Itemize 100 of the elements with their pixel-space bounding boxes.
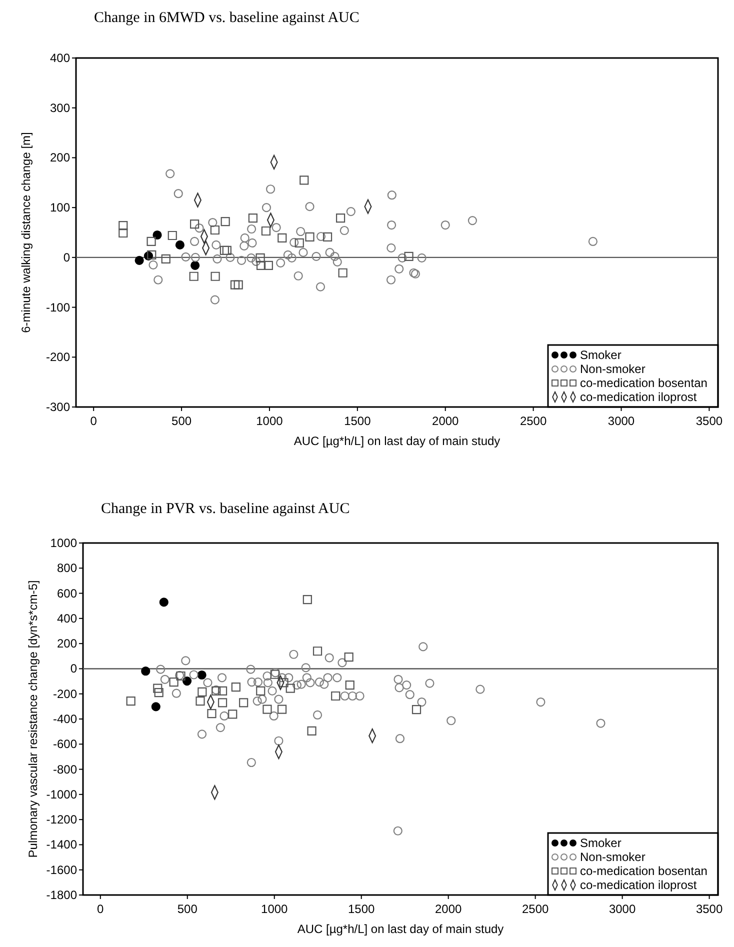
point — [194, 223, 204, 233]
point — [398, 253, 407, 262]
point — [208, 218, 218, 228]
point — [256, 260, 266, 270]
point — [476, 684, 485, 694]
point — [312, 252, 321, 261]
point — [220, 216, 230, 226]
point — [222, 246, 232, 255]
point — [468, 216, 478, 226]
legend-label: co-medication bosentan — [580, 376, 708, 390]
point — [425, 678, 434, 688]
point — [305, 202, 314, 212]
legend-label: Smoker — [580, 836, 622, 850]
y-axis-title: 6-minute walking distance change [m] — [19, 132, 33, 333]
point — [340, 226, 349, 236]
point — [212, 240, 221, 250]
point — [218, 686, 228, 696]
point — [346, 207, 356, 216]
point — [153, 684, 162, 693]
point — [338, 268, 348, 278]
y-tick-label: 200 — [56, 636, 78, 651]
chart-title: Change in 6MWD vs. baseline against AUC — [94, 10, 360, 26]
point — [324, 653, 334, 662]
y-tick-label: -1000 — [46, 787, 78, 802]
point — [536, 697, 546, 707]
point — [181, 656, 190, 666]
point — [284, 673, 294, 682]
point — [405, 690, 414, 700]
point — [248, 238, 257, 248]
x-tick-label: 3000 — [608, 902, 636, 916]
point — [196, 696, 205, 706]
point — [277, 673, 287, 682]
point — [174, 189, 183, 198]
point — [210, 295, 220, 304]
point — [312, 646, 322, 656]
point — [151, 702, 160, 712]
point — [386, 243, 396, 252]
point — [268, 686, 277, 696]
point — [234, 280, 243, 290]
point — [172, 688, 181, 698]
point — [410, 269, 420, 278]
point — [228, 710, 238, 719]
x-tick-label: 3500 — [696, 414, 723, 428]
x-axis-title: AUC [µg*h/L] on last day of main study — [294, 434, 500, 448]
point — [417, 253, 426, 262]
y-tick-label: 300 — [50, 100, 70, 115]
point — [320, 680, 329, 689]
point — [387, 190, 396, 200]
point — [276, 258, 286, 268]
point — [220, 711, 229, 721]
point — [386, 220, 396, 230]
point — [246, 253, 256, 262]
point — [336, 213, 346, 223]
point — [325, 248, 334, 257]
y-tick-label: 0 — [63, 250, 70, 264]
point — [302, 595, 312, 604]
point — [294, 238, 304, 248]
legend-label: Non-smoker — [580, 362, 646, 376]
point — [248, 213, 258, 223]
point — [316, 282, 326, 292]
point — [161, 254, 170, 264]
y-tick-label: -300 — [46, 400, 70, 414]
point — [294, 271, 303, 280]
point — [279, 678, 288, 688]
point — [394, 674, 403, 684]
point — [154, 275, 163, 284]
point — [210, 225, 220, 235]
point — [190, 252, 200, 262]
point — [312, 710, 322, 720]
point — [169, 677, 178, 687]
point — [256, 686, 266, 696]
point — [190, 219, 200, 229]
x-tick-label: 2000 — [432, 414, 460, 428]
point — [262, 671, 272, 681]
point — [146, 236, 156, 246]
point — [252, 256, 261, 266]
x-tick-label: 2000 — [434, 902, 462, 916]
point — [118, 228, 128, 238]
point — [296, 226, 306, 236]
point — [286, 684, 295, 693]
y-tick-label: 800 — [56, 561, 78, 576]
point — [338, 658, 347, 668]
y-tick-label: -100 — [46, 300, 70, 314]
point — [305, 232, 314, 242]
x-tick-label: 500 — [172, 414, 192, 428]
point — [156, 664, 166, 674]
legend-label: Non-smoker — [580, 850, 646, 864]
point — [292, 680, 302, 690]
legend-label: Smoker — [580, 348, 622, 362]
point — [322, 232, 332, 242]
point — [394, 264, 404, 274]
point — [272, 222, 281, 232]
point — [344, 652, 354, 662]
point — [207, 709, 216, 718]
point — [314, 678, 324, 687]
point — [181, 252, 190, 262]
x-axis-title: AUC [µg*h/L] on last day of main study — [297, 922, 504, 936]
point — [298, 248, 308, 257]
point — [278, 233, 287, 243]
x-tick-label: 1000 — [256, 414, 284, 428]
